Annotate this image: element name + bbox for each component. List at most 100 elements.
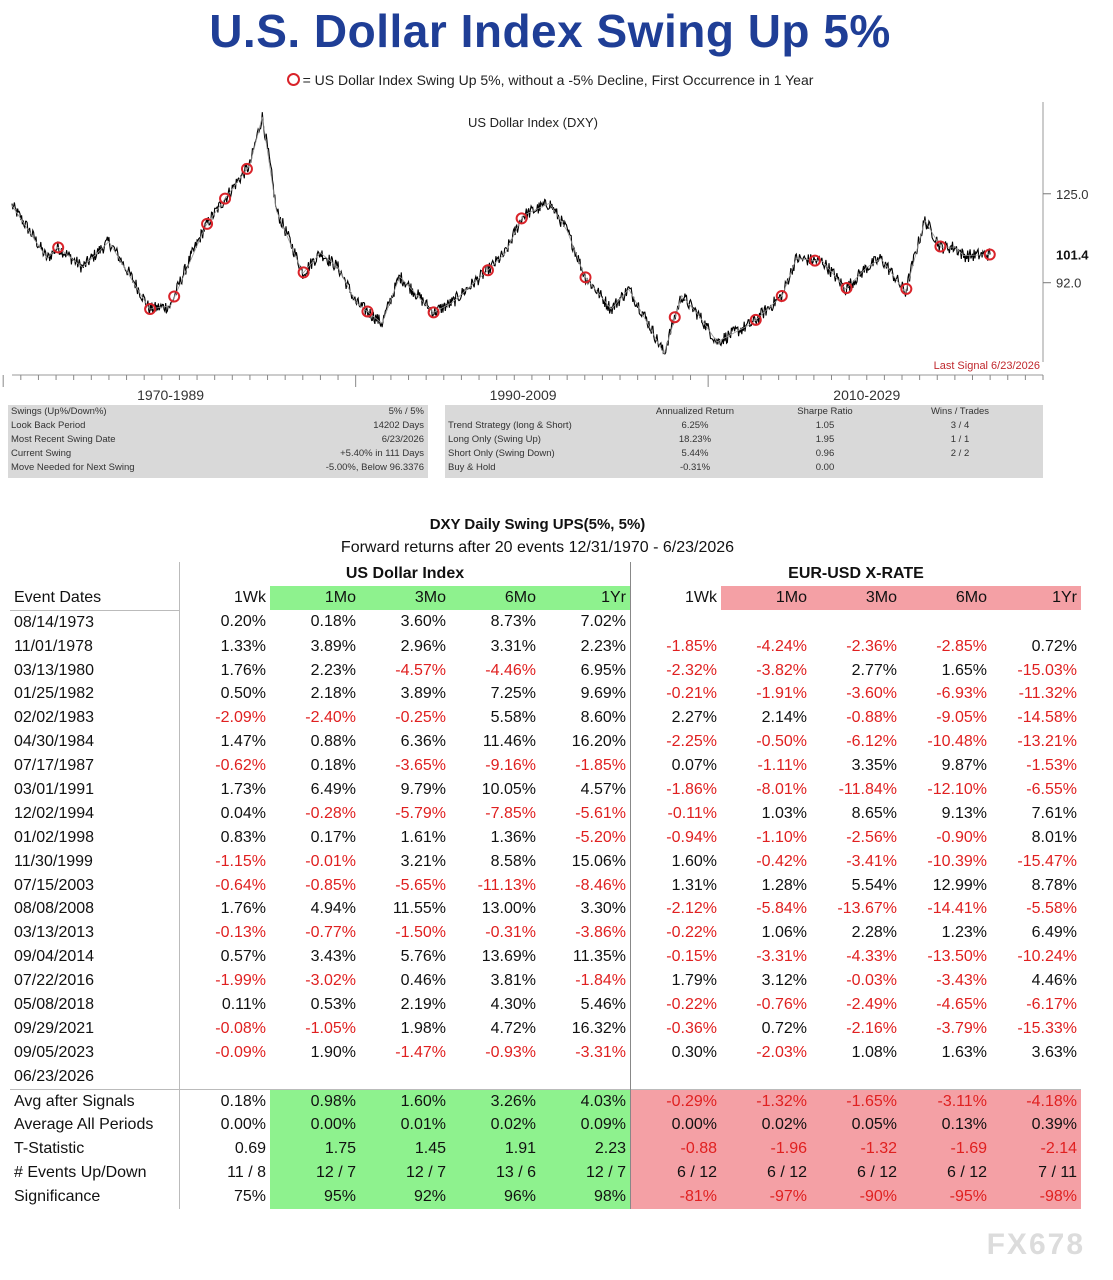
return-cell-eur: 0.72% (761, 1019, 807, 1037)
stats-header: Sharpe Ratio (797, 406, 853, 417)
table-row: 03/13/2013 -0.13% -0.77% -1.50% -0.31% -3.86%… (10, 921, 1081, 946)
return-cell-dxy: -2.09% (215, 709, 266, 727)
return-cell-dxy: 2.23 (540, 1137, 631, 1162)
settings-row: Look Back Period 14202 Days (8, 419, 428, 433)
return-cell-eur (811, 610, 901, 634)
return-cell-eur: 1.28% (761, 876, 807, 894)
settings-value: 5% / 5% (388, 406, 424, 417)
return-cell-dxy: 2.19% (400, 995, 446, 1013)
event-date: 01/25/1982 (10, 682, 180, 707)
return-cell-eur: 1.08% (851, 1043, 897, 1061)
return-cell-dxy (270, 1065, 360, 1089)
stats-row: Buy & Hold -0.31% 0.00 (445, 461, 1043, 475)
signal-marker (201, 217, 214, 230)
return-cell-dxy: -1.05% (305, 1019, 356, 1037)
summary-row: Avg after Signals 0.18% 0.98% 1.60% 3.26% 4.0… (10, 1088, 1081, 1114)
return-cell-dxy: 92% (360, 1185, 450, 1210)
return-cell-eur: -13.21% (1017, 733, 1077, 751)
period-header-eur: 1Mo (721, 585, 811, 611)
return-cell-dxy: -0.31% (485, 924, 536, 942)
strategy-stats-panel: Annualized Return Sharpe Ratio Wins / Trad… (445, 405, 1043, 478)
return-cell-dxy: 3.89% (400, 685, 446, 703)
return-cell-dxy: 15.06% (540, 849, 631, 874)
return-cell-dxy: 2.23% (310, 661, 356, 679)
return-cell-eur (631, 1065, 722, 1089)
return-cell-eur: -0.88% (846, 709, 897, 727)
return-cell-dxy: 3.26% (450, 1088, 540, 1114)
return-cell-dxy: -5.20% (540, 825, 631, 850)
return-cell-dxy: 8.60% (540, 706, 631, 731)
return-cell-eur: -2.36% (846, 637, 897, 655)
return-cell-eur: 2.28% (851, 924, 897, 942)
summary-row: Average All Periods 0.00% 0.00% 0.01% 0.02% 0… (10, 1113, 1081, 1138)
event-date: 08/14/1973 (10, 610, 180, 635)
return-cell-eur: 2.27% (671, 709, 717, 727)
table-row: 07/17/1987 -0.62% 0.18% -3.65% -9.16% -1.85% 0… (10, 754, 1081, 779)
period-header-dxy: 1Mo (270, 585, 360, 611)
return-cell-dxy: 95% (270, 1185, 360, 1210)
return-cell-eur: 12.99% (932, 876, 987, 894)
event-date: 01/02/1998 (10, 825, 180, 850)
return-cell-dxy: 0.00% (220, 1116, 266, 1134)
stats-header: Wins / Trades (930, 406, 990, 417)
return-cell-eur: -6.12% (846, 733, 897, 751)
return-cell-eur: -0.88 (630, 1137, 721, 1162)
return-cell-eur: 1.23% (941, 924, 987, 942)
table-title: DXY Daily Swing UPS(5%, 5%) (429, 516, 646, 533)
return-cell-eur: -13.67% (837, 900, 897, 918)
return-cell-dxy (540, 1064, 631, 1090)
return-cell-eur: 6 / 12 (901, 1161, 991, 1186)
return-cell-dxy: 8.58% (490, 852, 536, 870)
period-header-eur: 1Yr (991, 585, 1081, 611)
period-header-dxy: 1Yr (540, 585, 631, 611)
return-cell-eur: -5.84% (756, 900, 807, 918)
return-cell-eur: 0.72% (1031, 637, 1077, 655)
table-row: 07/22/2016 -1.99% -3.02% 0.46% 3.81% -1.84% 1.… (10, 969, 1081, 994)
event-date: 02/02/1983 (10, 706, 180, 731)
period-header-dxy: 1Wk (234, 589, 266, 607)
return-cell-dxy: 0.02% (450, 1113, 540, 1138)
signal-marker (515, 212, 528, 225)
return-cell-eur: -2.16% (846, 1019, 897, 1037)
return-cell-dxy: -5.65% (395, 876, 446, 894)
return-cell-dxy: 4.30% (490, 995, 536, 1013)
table-row: 09/05/2023 -0.09% 1.90% -1.47% -0.93% -3.31% 0… (10, 1040, 1081, 1065)
stats-header-row: Annualized Return Sharpe Ratio Wins / Trad… (445, 405, 1043, 419)
return-cell-dxy: 3.21% (400, 852, 446, 870)
table-row: 04/30/1984 1.47% 0.88% 6.36% 11.46% 16.20% -2.… (10, 730, 1081, 755)
table-row: 08/08/2008 1.76% 4.94% 11.55% 13.00% 3.30% -2.… (10, 897, 1081, 922)
return-cell-eur: 6.49% (1031, 924, 1077, 942)
stats-row: Short Only (Swing Down) 5.44% 0.96 2 / 2 (445, 447, 1043, 461)
return-cell-eur: 3.12% (761, 972, 807, 990)
return-cell-dxy: 1.76% (220, 900, 266, 918)
period-header-eur: 6Mo (901, 585, 991, 611)
return-cell-dxy: 96% (450, 1185, 540, 1210)
return-cell-eur (901, 610, 991, 634)
settings-value: +5.40% in 111 Days (340, 448, 424, 459)
table-row: 11/30/1999 -1.15% -0.01% 3.21% 8.58% 15.06% 1.… (10, 849, 1081, 874)
return-cell-eur: 2.14% (761, 709, 807, 727)
return-cell-dxy: 5.46% (540, 993, 631, 1017)
return-cell-eur: -9.05% (936, 709, 987, 727)
return-cell-dxy: 5.58% (490, 709, 536, 727)
return-cell-dxy (360, 1065, 450, 1089)
return-cell-dxy: 11.55% (392, 900, 446, 918)
signal-marker (808, 254, 821, 267)
settings-label: Most Recent Swing Date (11, 434, 116, 445)
event-date: 03/13/2013 (10, 921, 180, 946)
signal-marker (361, 305, 374, 318)
summary-label: Average All Periods (10, 1113, 180, 1138)
y-tick-label: 125.0 (1056, 187, 1089, 202)
return-cell-eur: 0.39% (991, 1113, 1081, 1138)
signal-marker (52, 241, 65, 254)
return-cell-dxy: 13.00% (481, 900, 536, 918)
return-cell-eur: -10.48% (927, 733, 987, 751)
return-cell-dxy: 1.47% (220, 733, 266, 751)
period-header-eur: 3Mo (811, 585, 901, 611)
return-cell-dxy: -5.79% (395, 804, 446, 822)
table-row: 05/08/2018 0.11% 0.53% 2.19% 4.30% 5.46% -0.22… (10, 993, 1081, 1017)
event-date: 09/29/2021 (10, 1016, 180, 1041)
return-cell-eur: -10.39% (927, 852, 987, 870)
event-dates-header: Event Dates (10, 585, 180, 611)
signal-marker (240, 162, 253, 175)
